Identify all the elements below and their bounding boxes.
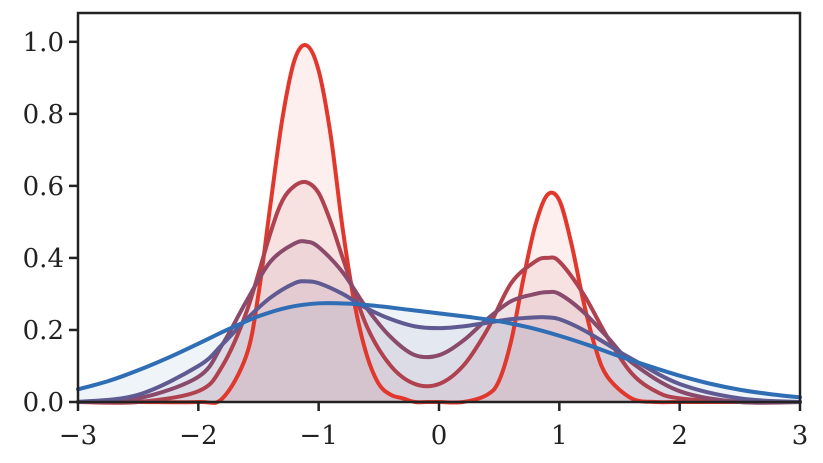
x-tick-label: 1 xyxy=(551,421,568,451)
x-tick-label: 0 xyxy=(431,421,448,451)
y-tick-label: 0.4 xyxy=(23,244,64,274)
series-area-1 xyxy=(78,45,800,403)
x-tick-label: −1 xyxy=(300,421,338,451)
series-area-2 xyxy=(78,181,800,403)
y-tick-label: 1.0 xyxy=(23,28,64,58)
y-tick-label: 0.8 xyxy=(23,100,64,130)
x-tick-label: −3 xyxy=(59,421,97,451)
series-area-4 xyxy=(78,281,800,402)
y-tick-label: 0.6 xyxy=(23,172,64,202)
x-tick-label: 3 xyxy=(792,421,809,451)
series-line-5 xyxy=(76,301,802,400)
x-axis-ticks: −3 −2 −1 0 1 2 3 xyxy=(59,402,808,451)
x-tick-label: 2 xyxy=(671,421,688,451)
series-area-5 xyxy=(78,303,800,402)
y-tick-label: 0.0 xyxy=(23,388,64,418)
y-axis-ticks: 0.0 0.2 0.4 0.6 0.8 1.0 xyxy=(23,28,78,418)
x-tick-label: −2 xyxy=(179,421,217,451)
series-lines xyxy=(76,43,802,405)
y-tick-label: 0.2 xyxy=(23,316,64,346)
series-line-3 xyxy=(76,239,802,405)
